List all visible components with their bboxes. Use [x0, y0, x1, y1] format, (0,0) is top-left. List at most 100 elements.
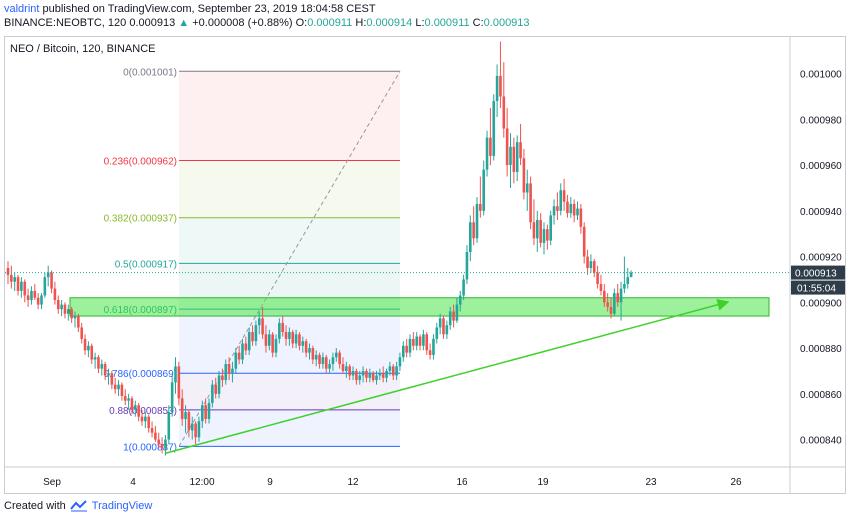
candle-body: [519, 142, 522, 159]
candle-body: [572, 203, 576, 216]
candle-body: [274, 338, 278, 353]
candle-body: [314, 354, 318, 360]
candle-body: [559, 190, 563, 211]
candle-body: [56, 300, 60, 310]
x-tick-label: 9: [267, 477, 273, 488]
candle-body: [398, 357, 402, 367]
candle-body: [13, 277, 16, 282]
y-tick-label: 0.000880: [800, 344, 842, 355]
candle-body: [358, 375, 362, 381]
candle-body: [589, 261, 593, 269]
candle-body: [324, 357, 328, 369]
candle-body: [579, 208, 583, 227]
up-triangle-icon: ▲: [178, 17, 190, 29]
candle-body: [271, 334, 274, 353]
candle-body: [288, 332, 291, 339]
author-link[interactable]: valdrint: [4, 3, 40, 15]
candle-body: [616, 293, 619, 303]
x-tick-label: 12:00: [189, 477, 214, 488]
candle-body: [237, 352, 241, 360]
y-tick-label: 0.000860: [800, 390, 842, 401]
candle-body: [482, 169, 485, 211]
candle-body: [123, 396, 127, 401]
candle-body: [311, 348, 315, 360]
candle-body: [217, 375, 221, 394]
candle-body: [529, 183, 532, 223]
last-price: 0.000913: [129, 17, 176, 29]
candle-body: [144, 416, 147, 422]
candle-body: [469, 222, 472, 252]
chart-frame[interactable]: [4, 36, 846, 494]
tradingview-brand-link[interactable]: TradingView: [91, 500, 153, 512]
fib-level-label: 0.382(0.000937): [104, 214, 177, 225]
candle-body: [90, 345, 94, 360]
candle-body: [298, 334, 301, 346]
close-label: C:: [472, 17, 484, 29]
x-tick-label: 16: [456, 477, 468, 488]
countdown-tag-bg: [791, 280, 845, 295]
candle-body: [549, 215, 552, 241]
candle-body: [355, 370, 358, 381]
candle-body: [445, 325, 449, 335]
candle-body: [412, 338, 415, 346]
candle-body: [43, 277, 47, 296]
candle-body: [174, 366, 177, 383]
candle-body: [80, 327, 83, 339]
candle-body: [606, 302, 609, 307]
candle-body: [184, 412, 187, 419]
candle-body: [268, 334, 271, 346]
candle-body: [502, 96, 506, 129]
candle-body: [448, 311, 452, 326]
candle-body: [321, 357, 325, 365]
candle-body: [127, 398, 130, 401]
candle-body: [284, 332, 288, 339]
candle-body: [505, 128, 509, 166]
candle-body: [391, 366, 395, 376]
fib-band: [179, 71, 400, 161]
candle-body: [244, 343, 248, 351]
y-tick-label: 0.001000: [800, 70, 842, 81]
support-zone: [69, 297, 770, 317]
candle-body: [194, 423, 197, 438]
chart-legend: NEO / Bitcoin, 120, BINANCE: [10, 43, 156, 55]
candle-body: [395, 366, 398, 376]
candle-body: [592, 261, 596, 273]
candle-body: [157, 439, 161, 445]
candle-body: [164, 439, 167, 449]
fib-level-label: 0.236(0.000962): [104, 157, 177, 168]
open-value: 0.000911: [307, 17, 353, 29]
candle-body: [93, 357, 97, 360]
candle-body: [107, 373, 110, 376]
candle-body: [542, 229, 546, 243]
candle-body: [197, 421, 201, 438]
candle-body: [405, 345, 408, 353]
candle-body: [130, 398, 134, 410]
tradingview-logo-icon: [69, 500, 87, 512]
candle-body: [278, 322, 281, 339]
candle-body: [147, 416, 150, 429]
candle-body: [30, 290, 33, 301]
candle-body: [452, 311, 455, 321]
candle-body: [60, 304, 63, 310]
candle-body: [619, 288, 623, 303]
candle-body: [465, 252, 469, 280]
symbol-ohlc-line: BINANCE:NEOBTC, 120 0.000913 ▲ +0.000008…: [4, 17, 530, 29]
candle-body: [304, 341, 308, 353]
candle-body: [261, 318, 264, 335]
candle-body: [83, 338, 87, 351]
candle-body: [586, 256, 589, 269]
candle-body: [455, 304, 459, 321]
candle-body: [361, 370, 365, 376]
candle-body: [371, 373, 375, 381]
candle-body: [348, 366, 351, 376]
price-change: +0.000008 (+0.88%): [192, 17, 293, 29]
candle-body: [492, 101, 496, 156]
countdown-tag-text: 01:55:04: [797, 284, 836, 295]
fib-band: [179, 217, 400, 264]
candle-body: [140, 416, 144, 422]
candle-body: [438, 318, 442, 328]
candle-body: [368, 373, 372, 378]
candle-body: [338, 352, 341, 365]
candle-body: [63, 304, 67, 314]
